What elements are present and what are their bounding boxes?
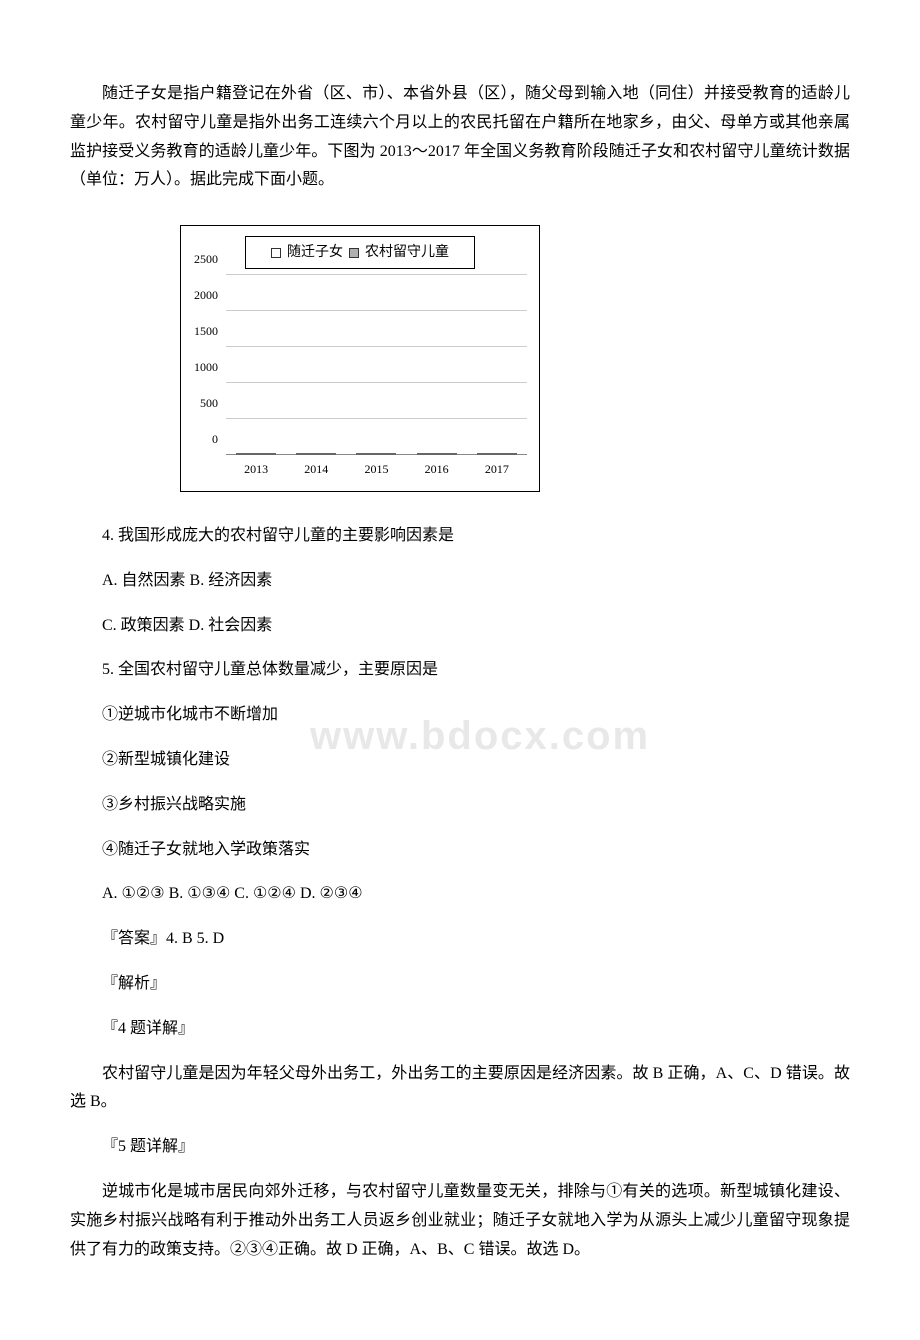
x-label: 2016 [415, 459, 459, 481]
bar-group [477, 453, 517, 455]
legend-swatch-1 [271, 248, 281, 258]
q4-stem: 4. 我国形成庞大的农村留守儿童的主要影响因素是 [102, 522, 850, 551]
intro-paragraph: 随迁子女是指户籍登记在外省（区、市）、本省外县（区），随父母到输入地（同住）并接… [70, 80, 850, 195]
x-label: 2014 [294, 459, 338, 481]
q5-item1: ①逆城市化城市不断增加 [102, 701, 850, 730]
y-axis: 0 500 1000 1500 2000 2500 [186, 275, 222, 455]
legend-label-1: 随迁子女 [287, 240, 343, 265]
y-tick-0: 0 [212, 429, 218, 451]
x-label: 2017 [475, 459, 519, 481]
bar-series2 [256, 453, 276, 455]
bar-series2 [437, 453, 457, 455]
q4-options-cd: C. 政策因素 D. 社会因素 [102, 612, 850, 641]
bar-group [356, 453, 396, 455]
y-tick-500: 500 [200, 393, 218, 415]
q4-detail: 农村留守儿童是因为年轻父母外出务工，外出务工的主要原因是经济因素。故 B 正确，… [70, 1060, 850, 1118]
q4-detail-label: 『4 题详解』 [102, 1015, 850, 1044]
legend-swatch-2 [349, 248, 359, 258]
answer-line: 『答案』4. B 5. D [102, 925, 850, 954]
bar-series1 [417, 453, 437, 455]
x-label: 2015 [354, 459, 398, 481]
analysis-label: 『解析』 [102, 970, 850, 999]
bar-series1 [356, 453, 376, 455]
q5-options: A. ①②③ B. ①③④ C. ①②④ D. ②③④ [102, 880, 850, 909]
bar-series1 [236, 453, 256, 455]
y-tick-1500: 1500 [194, 321, 218, 343]
bar-series1 [296, 453, 316, 455]
q5-detail-label: 『5 题详解』 [102, 1133, 850, 1162]
q5-item4: ④随迁子女就地入学政策落实 [102, 836, 850, 865]
q5-item3: ③乡村振兴战略实施 [102, 791, 850, 820]
y-tick-1000: 1000 [194, 357, 218, 379]
x-axis: 2013 2014 2015 2016 2017 [226, 459, 527, 481]
bar-group [296, 453, 336, 455]
chart-legend: 随迁子女 农村留守儿童 [245, 236, 475, 269]
q5-detail: 逆城市化是城市居民向郊外迁移，与农村留守儿童数量变无关，排除与①有关的选项。新型… [70, 1178, 850, 1264]
bar-series2 [316, 453, 336, 455]
y-tick-2500: 2500 [194, 249, 218, 271]
q5-item2: ②新型城镇化建设 [102, 746, 850, 775]
q4-options-ab: A. 自然因素 B. 经济因素 [102, 567, 850, 596]
bar-series2 [376, 453, 396, 455]
legend-label-2: 农村留守儿童 [365, 240, 449, 265]
chart-plot-area: 0 500 1000 1500 2000 2500 [226, 275, 527, 455]
x-label: 2013 [234, 459, 278, 481]
q5-stem: 5. 全国农村留守儿童总体数量减少，主要原因是 [102, 656, 850, 685]
bars-container [226, 275, 527, 455]
bar-series2 [497, 453, 517, 455]
bar-group [236, 453, 276, 455]
bar-group [417, 453, 457, 455]
bar-chart: 随迁子女 农村留守儿童 0 500 1000 1500 2000 2500 [180, 225, 540, 492]
bar-series1 [477, 453, 497, 455]
y-tick-2000: 2000 [194, 285, 218, 307]
